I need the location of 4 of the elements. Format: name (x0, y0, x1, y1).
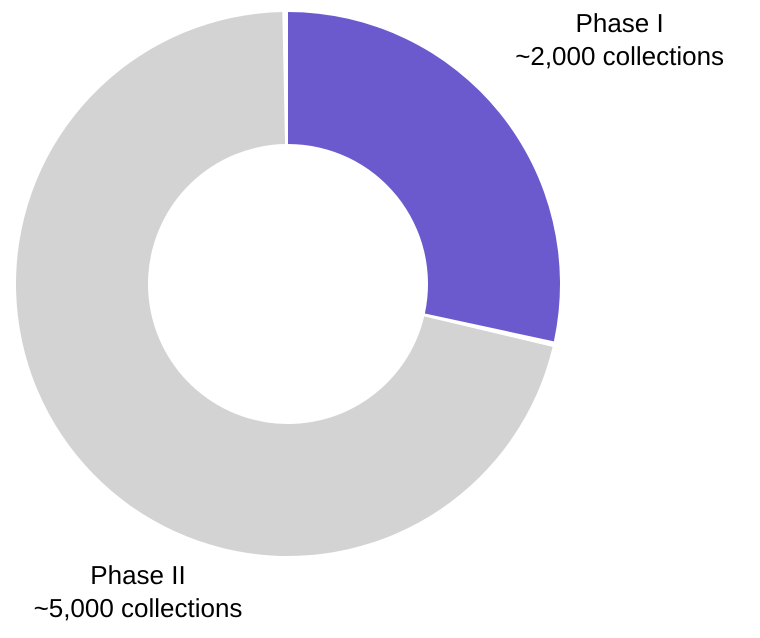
data-label: ~5,000 collections (34, 593, 242, 623)
data-label: ~2,000 collections (515, 41, 724, 71)
slice-label: Phase II (90, 560, 186, 590)
slice-label: Phase I (576, 8, 664, 38)
